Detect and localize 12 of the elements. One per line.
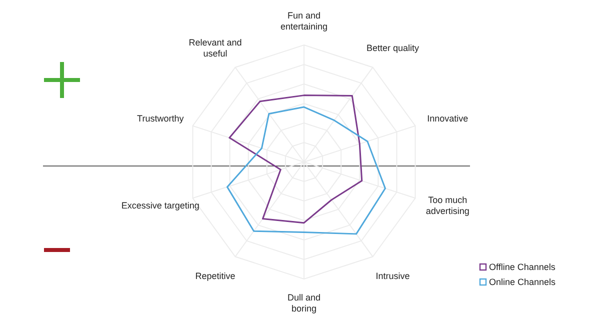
spoke-label: Relevant and useful [188,37,242,58]
legend-label: Offline Channels [489,262,556,272]
spoke-label: Repetitive [195,271,236,282]
legend-label: Online Channels [489,277,556,287]
spoke-label: Trustworthy [137,113,184,124]
spoke-label: Dull and boring [287,292,321,314]
spoke-label: Intrusive [376,271,410,282]
spoke-label: Innovative [427,113,468,124]
spoke-label: Too much advertising [426,195,470,216]
spoke-label: Fun and entertaining [280,10,328,32]
spoke-label: Excessive targeting [121,200,200,211]
spoke-label: Better quality [366,42,420,53]
